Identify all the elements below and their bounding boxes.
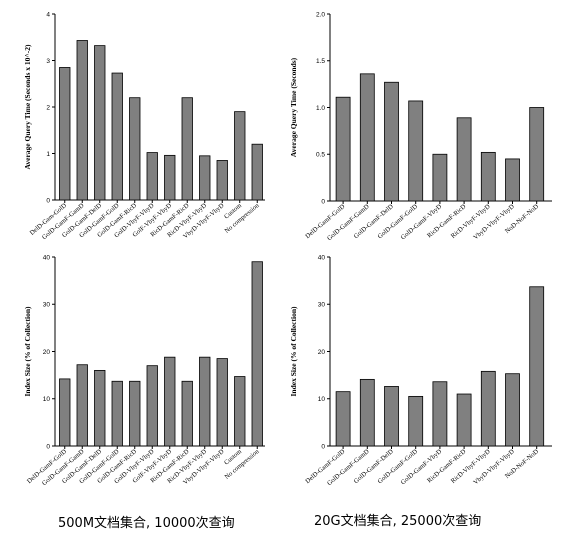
bar [359,378,375,447]
y-tick-label: 0 [321,443,325,450]
bar [456,393,472,447]
y-tick-label: 0.5 [316,152,325,159]
bar [505,373,520,447]
y-axis-title: Index Size (% of Collection) [23,306,32,396]
y-tick-label: 0 [46,443,50,450]
category-label: GolD-GamF-GamD [326,448,371,487]
caption-500m: 500M文档集合, 10000次查询 [58,516,235,531]
y-tick-label: 4 [46,11,50,18]
bar [408,395,424,447]
y-tick-label: 20 [318,349,326,356]
y-tick-label: 1 [46,151,50,158]
y-tick-label: 0 [46,197,50,204]
y-tick-label: 1.5 [316,58,325,65]
y-tick-label: 3 [46,58,50,65]
category-label: VbyD-VbyF-VbyD [472,448,516,486]
bar [480,370,496,447]
bar [384,386,399,447]
category-label: DelD-GamF-GolD [304,448,346,485]
bar [335,391,351,447]
y-axis-title: Index Size (% of Collection) [289,306,298,396]
y-tick-label: 2.0 [316,11,325,18]
y-tick-label: 10 [318,396,326,403]
category-label: GolD-GamF-VbyD [400,448,444,486]
bar [529,286,545,447]
y-tick-label: 30 [318,302,326,309]
y-axis-title: Average Query Time (Seconds) [289,57,298,157]
y-tick-label: 20 [43,349,51,356]
y-tick-label: 0 [321,198,325,205]
bar [432,381,448,447]
y-tick-label: 40 [318,254,326,261]
y-tick-label: 30 [43,302,51,309]
y-tick-label: 10 [43,396,51,403]
y-axis-title: Average Query Time (Seconds x 10^-2) [23,44,32,169]
caption-20g: 20G文档集合, 25000次查询 [314,514,482,529]
y-tick-label: 40 [43,254,51,261]
y-tick-label: 2 [46,104,50,111]
y-tick-label: 1.0 [316,105,325,112]
